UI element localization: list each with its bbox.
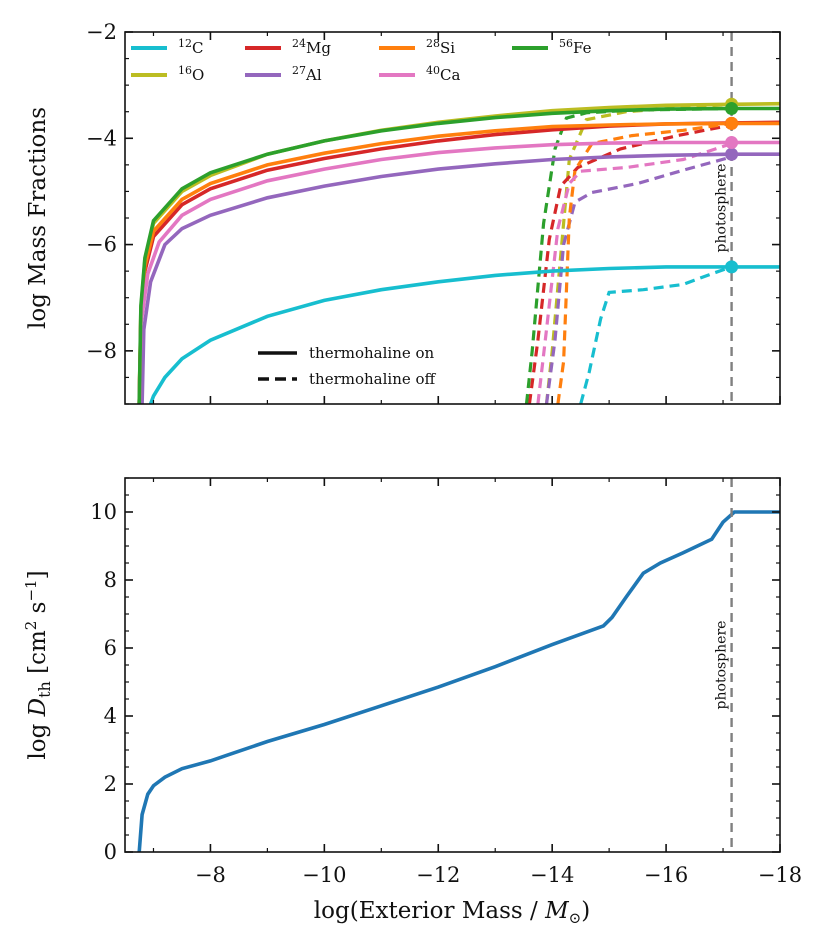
diffusion-series-0 (137, 510, 780, 852)
top-axes-frame (124, 31, 781, 405)
y-tick-label: −4 (86, 126, 117, 150)
x-tick-label: −12 (416, 863, 460, 887)
series-off-40Ca (536, 142, 733, 404)
series-off-27Al (544, 155, 733, 404)
y-tick-label: 10 (90, 500, 117, 524)
y-tick-label: 0 (104, 840, 117, 864)
ylabel-log: log (25, 716, 51, 759)
marker-group (725, 97, 739, 274)
solid-series-group (137, 101, 780, 404)
photosphere-marker-56Fe (725, 102, 739, 116)
series-on-40Ca (137, 140, 780, 404)
series-on-12C (148, 265, 780, 404)
bottom-y-axis-title: log Dth [cm2 s−1] (22, 570, 54, 759)
top-y-axis-title: log Mass Fractions (25, 107, 51, 329)
x-tick-label: −18 (758, 863, 802, 887)
ylabel-D: D (25, 698, 51, 717)
photosphere-label-bottom: photosphere (714, 621, 730, 710)
legend-label-28Si: 28Si (426, 37, 455, 57)
series-on-56Fe (137, 106, 780, 404)
legend-label-40Ca: 40Ca (426, 64, 460, 84)
x-tick-label: −8 (195, 863, 226, 887)
xlabel-sun: ⊙ (569, 909, 582, 927)
ylabel-exp: −1 (22, 579, 40, 601)
legend-label-56Fe: 56Fe (559, 37, 592, 57)
series-off-16O (544, 102, 732, 404)
y-tick-label: −8 (86, 339, 117, 363)
x-axis-title: log(Exterior Mass / M⊙) (314, 898, 590, 927)
ylabel-s: s (25, 602, 51, 621)
ylabel-sq: 2 (22, 621, 40, 631)
photosphere-marker-12C (725, 260, 739, 274)
x-tick-label: −14 (530, 863, 574, 887)
xlabel-main: log(Exterior Mass / (314, 898, 545, 924)
xlabel-close: ) (581, 898, 590, 924)
photosphere-marker-27Al (725, 147, 739, 161)
y-tick-label: 2 (104, 772, 117, 796)
y-tick-label: 8 (104, 568, 117, 592)
photosphere-label-top: photosphere (714, 164, 730, 253)
x-tick-label: −16 (644, 863, 688, 887)
series-off-12C (579, 265, 733, 404)
series-on-16O (137, 101, 780, 404)
mass-fraction-panel: photosphere −2−4−6−8 log Mass Fractions … (25, 20, 781, 405)
legend-label-16O: 16O (178, 64, 204, 84)
ylabel-sub: th (35, 681, 54, 698)
bottom-y-ticks: 0 2 4 6 8 10 (90, 477, 780, 864)
legend-label-27Al: 27Al (292, 64, 322, 84)
series-off-28Si (556, 121, 732, 404)
legend-label-12C: 12C (178, 37, 203, 57)
bottom-x-ticks: −8 −10 −12 −14 −16 −18 (152, 478, 802, 887)
series-off-56Fe (524, 106, 732, 404)
y-tick-label: 6 (104, 636, 117, 660)
legend-label-24Mg: 24Mg (292, 37, 331, 57)
line-style-legend: thermohaline on thermohaline off (258, 344, 437, 388)
ylabel-units-open: [cm (25, 630, 51, 681)
style-label-dashed: thermohaline off (309, 370, 437, 388)
top-y-ticks: −2 −4 −6 −8 (86, 20, 780, 405)
series-on-27Al (140, 152, 780, 404)
dashed-series-group (524, 102, 733, 404)
ylabel-close: ] (25, 570, 51, 579)
x-tick-label: −10 (302, 863, 346, 887)
diffusion-series-group (137, 510, 780, 852)
legend: 12C 24Mg 28Si 56Fe 16O 27Al 40Ca (131, 37, 592, 84)
bottom-axes-frame (124, 477, 781, 853)
y-tick-label: −2 (86, 20, 117, 44)
series-on-28Si (137, 121, 780, 404)
y-tick-label: 4 (104, 704, 117, 728)
photosphere-marker-28Si (725, 116, 739, 130)
photosphere-marker-40Ca (725, 136, 739, 150)
top-x-ticks (152, 32, 781, 404)
y-tick-label: −6 (86, 233, 117, 257)
series-off-24Mg (527, 123, 732, 404)
style-label-solid: thermohaline on (309, 344, 435, 362)
xlabel-M: M (544, 898, 570, 924)
